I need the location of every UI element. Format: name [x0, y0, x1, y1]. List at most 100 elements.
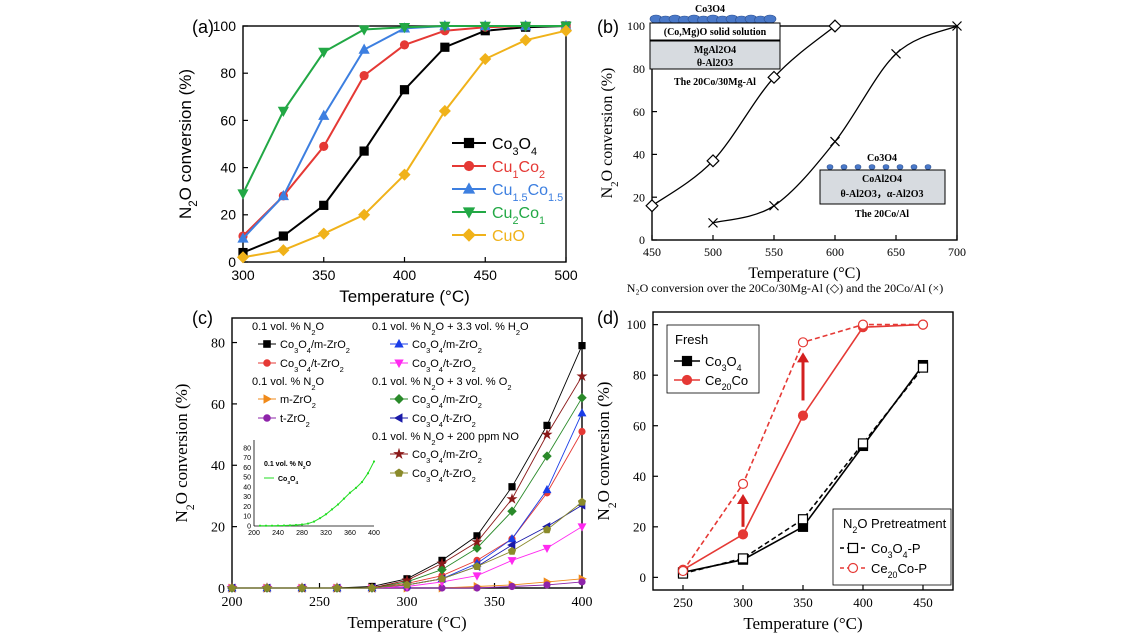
data-point [332, 583, 342, 592]
x-tick-label: 450 [474, 267, 498, 283]
inset-data-point [372, 460, 376, 463]
y-tick-label: 0 [640, 570, 647, 585]
data-point [577, 523, 587, 532]
data-point [542, 544, 552, 553]
x-tick-label: 650 [887, 245, 905, 259]
series-3 [237, 21, 572, 200]
legend-marker [393, 393, 405, 405]
inset-layer: MgAl2O4 [694, 45, 736, 56]
y-tick-label: 0 [218, 582, 225, 597]
legend-marker [462, 207, 476, 219]
inset-label: 0.1 vol. % N2O [264, 461, 312, 471]
x-tick-label: 450 [643, 245, 661, 259]
inset-x-tick-label: 280 [296, 530, 308, 537]
y-tick-label: 40 [220, 160, 236, 176]
inset-y-tick-label: 50 [243, 475, 251, 482]
series-1 [708, 21, 962, 228]
x-tick-label: 400 [572, 595, 593, 610]
data-point [677, 565, 689, 577]
inset-data-point [324, 513, 328, 516]
legend-entry: Co3O4/t-ZrO2 [280, 358, 344, 374]
y-tick-label: 20 [220, 207, 236, 223]
y-tick-label: 100 [213, 18, 237, 34]
data-point [262, 583, 272, 592]
x-axis-label: Temperature (°C) [743, 614, 862, 633]
legend-marker [393, 413, 403, 423]
data-point [577, 393, 587, 403]
legend-group-title: 0.1 vol. % N2O + 200 ppm NO [372, 431, 519, 447]
inset-title: The 20Co/30Mg-Al [674, 77, 756, 88]
series-line [682, 367, 924, 575]
data-point [508, 483, 516, 491]
legend-entry: Co3O4/m-ZrO2 [280, 339, 350, 355]
legend-entry: Co3O4/m-ZrO2 [412, 339, 482, 355]
x-tick-label: 400 [393, 267, 417, 283]
legend-entry: Co3O4/t-ZrO2 [412, 358, 476, 374]
series-line [651, 25, 836, 207]
inset-x-tick-label: 240 [272, 530, 284, 537]
data-point [359, 70, 369, 81]
data-point [857, 319, 869, 330]
y-tick-label: 100 [627, 19, 645, 33]
co3o4-particle [840, 164, 848, 170]
data-point [472, 562, 482, 571]
inset-y-tick-label: 80 [243, 445, 251, 452]
data-point [479, 21, 491, 33]
legend-marker [681, 374, 693, 386]
legend-marker [462, 182, 476, 194]
inset-20co-30mg-al: Co3O4 (Co,Mg)O solid solution MgAl2O4 θ-Al2… [649, 4, 781, 88]
co3o4-particle [854, 164, 862, 170]
data-point [543, 421, 551, 429]
inset-y-tick-label: 0 [247, 524, 251, 531]
legend-marker [393, 447, 405, 459]
x-axis-label: Temperature (°C) [748, 265, 860, 282]
legend-entry: Co3O4 [705, 354, 742, 373]
data-point [520, 21, 532, 33]
data-point [399, 40, 410, 50]
legend-marker [263, 340, 271, 348]
data-point [437, 564, 447, 575]
legend: 0.1 vol. % N2O Co3O4/m-ZrO2 Co3O4/t-ZrO2 0.… [252, 321, 529, 484]
co3o4-particle [910, 164, 918, 170]
y-axis-label: N2O conversion (%) [599, 68, 621, 199]
y-tick-label: 0 [228, 254, 236, 270]
data-point [358, 43, 370, 54]
y-tick-label: 100 [627, 317, 647, 332]
inset-data-point [336, 503, 340, 506]
co3o4-particle [763, 14, 777, 24]
data-point [769, 200, 779, 211]
data-point [367, 583, 377, 592]
data-point [578, 342, 586, 350]
co3o4-particle [826, 164, 834, 170]
arrow-head [737, 493, 749, 504]
series-3 [677, 319, 929, 577]
data-point [318, 47, 330, 59]
y-tick-label: 20 [633, 519, 646, 534]
series-line [232, 397, 583, 589]
legend-group-title: 0.1 vol. % N2O + 3.3 vol. % H2O [372, 321, 529, 337]
series-9 [227, 497, 587, 592]
x-tick-label: 350 [793, 595, 813, 610]
arrow-head [797, 352, 809, 363]
x-tick-label: 300 [733, 595, 753, 610]
legend-marker [463, 160, 475, 172]
inset-layer: Co3O4 [695, 4, 725, 15]
data-point [506, 493, 518, 504]
data-point [297, 583, 307, 592]
legend-marker [263, 359, 271, 367]
inset-title: The 20Co/Al [855, 209, 909, 220]
legend-marker [394, 359, 404, 369]
legend-entry: Cu2Co1 [492, 205, 545, 227]
inset-data-point [276, 524, 280, 527]
data-point [236, 251, 250, 264]
inset-x-tick-label: 320 [320, 530, 332, 537]
legend-group-title: N2O Pretreatment [843, 516, 947, 535]
data-point [828, 19, 842, 33]
figure-caption: N₂O conversion over the 20Co/30Mg-Al (◇)… [627, 281, 943, 295]
panel-d: 250 300 350 400 450 0 20 40 60 80 100 Temperature (… [594, 308, 954, 633]
inset-data-point [354, 486, 358, 489]
legend-group-title: 0.1 vol. % N2O [252, 321, 324, 337]
plot-frame [651, 25, 958, 241]
data-point [472, 572, 482, 581]
